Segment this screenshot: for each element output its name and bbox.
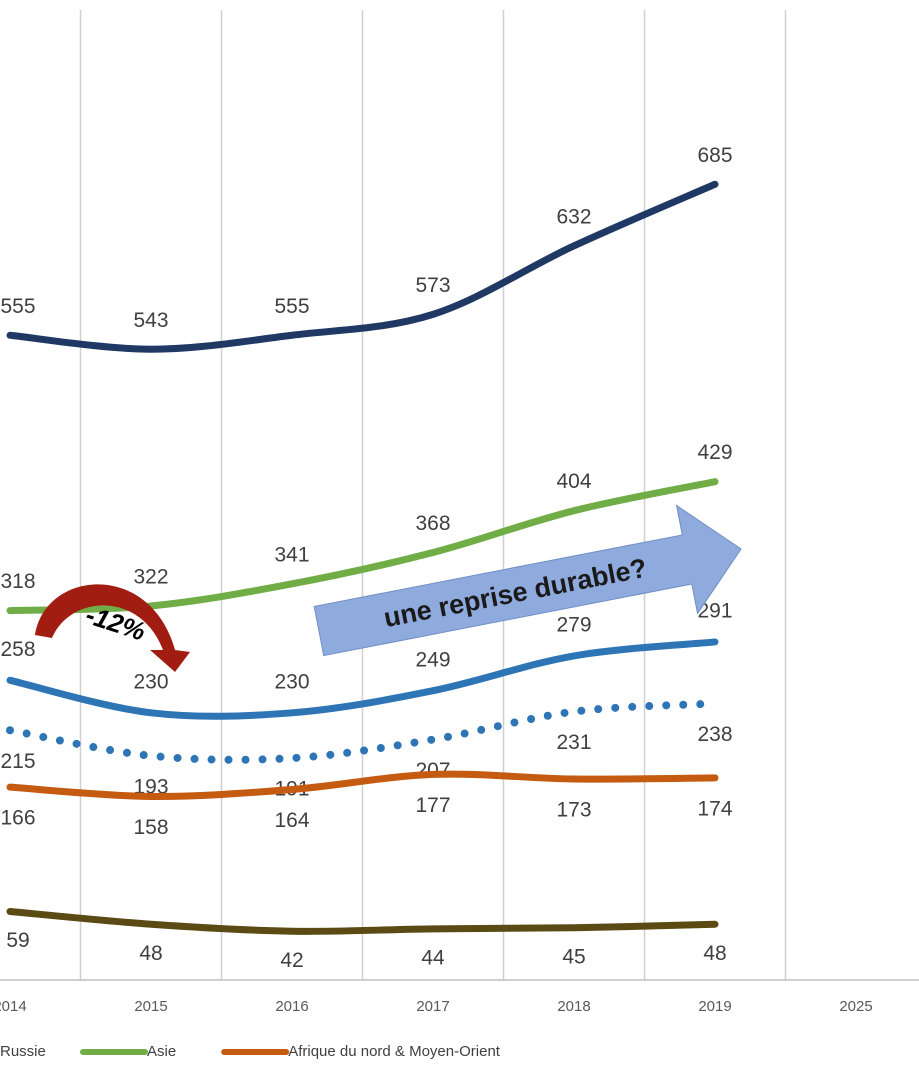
- series-line: [6, 180, 719, 353]
- value-label: 231: [556, 731, 591, 754]
- drop-arrow: [35, 584, 190, 672]
- value-label: 238: [697, 723, 732, 746]
- value-label: 632: [556, 205, 591, 228]
- value-label: 59: [6, 929, 29, 952]
- value-label: 173: [556, 799, 591, 822]
- series-line: [6, 907, 719, 935]
- value-label: 48: [703, 942, 726, 965]
- legend: Russie Asie Afrique du nord & Moyen-Orien…: [0, 1043, 501, 1060]
- series-line: [6, 638, 719, 720]
- value-label: 174: [697, 797, 732, 820]
- value-label: 368: [415, 512, 450, 535]
- value-label: 404: [556, 470, 591, 493]
- drop-annotation: -12%: [35, 584, 190, 672]
- legend-label: Asie: [147, 1043, 176, 1060]
- value-label: 685: [697, 144, 732, 167]
- value-label: 341: [274, 543, 309, 566]
- series-line: [6, 770, 719, 800]
- value-label: 45: [562, 945, 585, 968]
- x-tick-label: 2019: [698, 998, 731, 1015]
- value-label: 322: [133, 565, 168, 588]
- value-label: 215: [0, 750, 35, 773]
- value-label: 279: [556, 613, 591, 636]
- grid: [79, 10, 787, 980]
- value-label: 573: [415, 274, 450, 297]
- value-label: 207: [415, 759, 450, 782]
- value-label: 164: [274, 809, 309, 832]
- value-label: 230: [274, 670, 309, 693]
- value-label: 48: [139, 942, 162, 965]
- value-label: 555: [274, 295, 309, 318]
- x-tick-label: 2014: [0, 998, 27, 1015]
- value-label: 258: [0, 638, 35, 661]
- value-label: 543: [133, 309, 168, 332]
- x-tick-label: 2015: [134, 998, 167, 1015]
- value-label: 177: [415, 794, 450, 817]
- legend-label: Russie: [0, 1043, 46, 1060]
- x-tick-label: 2016: [275, 998, 308, 1015]
- value-label: 44: [421, 946, 445, 969]
- value-label: 555: [0, 295, 35, 318]
- x-tick-label: 2025: [839, 998, 872, 1015]
- value-label: 158: [133, 816, 168, 839]
- value-label: 166: [0, 807, 35, 830]
- value-label: 318: [0, 570, 35, 593]
- x-tick-label: 2017: [416, 998, 449, 1015]
- value-label: 291: [697, 599, 732, 622]
- value-label: 193: [133, 775, 168, 798]
- plot: 2014 2015 2016 2017 2018 2019 2025 555 543 555 573…: [0, 144, 873, 1015]
- value-label: 42: [280, 949, 303, 972]
- trend-arrow: [313, 504, 742, 657]
- legend-label: Afrique du nord & Moyen-Orient: [288, 1043, 501, 1060]
- value-label: 429: [697, 441, 732, 464]
- value-label: 249: [415, 648, 450, 671]
- x-tick-label: 2018: [557, 998, 590, 1015]
- value-label: 230: [133, 670, 168, 693]
